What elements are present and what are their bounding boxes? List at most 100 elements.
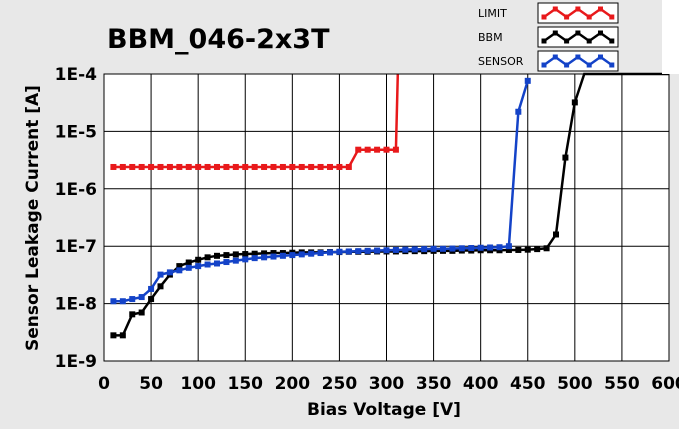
data-point [298,251,305,258]
data-point [336,163,343,170]
data-point [553,231,559,238]
legend-swatch-marker [586,14,592,20]
data-point [571,99,578,106]
data-point [317,250,324,257]
legend-swatch-marker [575,30,581,36]
data-point [110,163,117,170]
data-point [383,247,390,254]
legend-swatch-marker [541,14,547,20]
x-tick-labels: 0 50 100 150 200 250 300 350 400 450 500 550 600 [98,374,679,394]
data-point [261,163,268,170]
data-point [308,163,315,170]
data-point [289,163,296,170]
data-point [195,256,202,263]
legend-swatch-marker [541,38,547,44]
x-tick-label: 0 [98,374,110,394]
data-point [176,163,183,170]
data-point [298,163,305,170]
data-point [496,244,503,251]
data-point [505,243,512,250]
data-point [270,250,277,257]
data-point [129,311,136,318]
data-point [449,245,456,252]
data-point [251,250,258,257]
legend-swatch-marker [564,62,570,68]
legend-swatch-marker [552,6,558,12]
data-point [279,252,286,259]
data-point [327,163,333,170]
legend-swatch-marker [598,30,603,36]
chart-title: BBM_046-2x3T [107,24,330,55]
x-axis-label: Bias Voltage [V] [307,400,461,420]
data-point [138,294,145,301]
y-tick-labels: 1E-9 1E-8 1E-7 1E-6 1E-5 1E-4 [55,65,97,372]
data-point [392,246,399,253]
data-point [411,246,418,253]
data-point [458,245,465,252]
legend-swatch-marker [598,6,603,12]
x-tick-label: 450 [510,374,546,394]
legend-swatch-marker [575,54,581,60]
data-point [129,296,136,303]
data-point [345,248,352,255]
legend-swatch-marker [575,6,581,12]
data-point [157,283,164,290]
data-point [242,163,249,170]
data-point [289,252,296,259]
data-point [261,254,268,261]
legend-swatch-marker [609,62,615,68]
y-tick-label: 1E-7 [55,237,97,257]
data-point [195,263,202,270]
legend-swatch-marker [541,62,547,68]
data-point [185,264,192,271]
data-point [515,246,522,253]
data-point [402,246,409,253]
data-point [242,251,249,258]
legend-swatch-marker [598,54,603,60]
data-point [392,146,399,153]
data-point [110,298,117,305]
data-point [129,163,136,170]
data-point [487,244,494,251]
data-point [308,250,315,257]
x-tick-label: 100 [180,374,216,394]
legend-swatch-marker [609,38,615,44]
data-point [524,246,531,253]
data-point [421,246,428,253]
data-point [534,246,541,253]
data-point [374,247,381,254]
data-point [261,250,268,257]
y-tick-label: 1E-5 [55,122,97,142]
data-point [185,259,192,266]
x-tick-label: 500 [557,374,593,394]
series-limit [110,73,400,170]
y-axis-label: Sensor Leakage Current [A] [23,85,43,351]
x-tick-label: 150 [228,374,264,394]
data-point [317,163,324,170]
data-point [374,146,381,153]
legend-label: SENSOR [478,55,524,68]
data-point [336,248,343,255]
data-point [251,255,258,262]
data-point [157,271,164,278]
legend-swatch-marker [564,38,570,44]
legend-swatch-marker [609,14,615,20]
data-point [242,256,249,263]
data-point [327,249,333,256]
data-point [364,146,371,153]
data-point [176,267,183,274]
data-point [166,163,173,170]
data-point [214,252,220,259]
data-point [232,257,239,264]
data-point [232,251,239,258]
x-tick-label: 50 [139,374,163,394]
data-point [148,285,155,292]
data-point [195,163,202,170]
data-point [223,259,230,266]
legend-entry-sensor: SENSOR [478,50,619,72]
legend: LIMIT BBM SENSOR [478,0,679,74]
y-tick-label: 1E-6 [55,180,97,200]
legend-swatch-marker [586,62,592,68]
data-point [119,332,126,339]
